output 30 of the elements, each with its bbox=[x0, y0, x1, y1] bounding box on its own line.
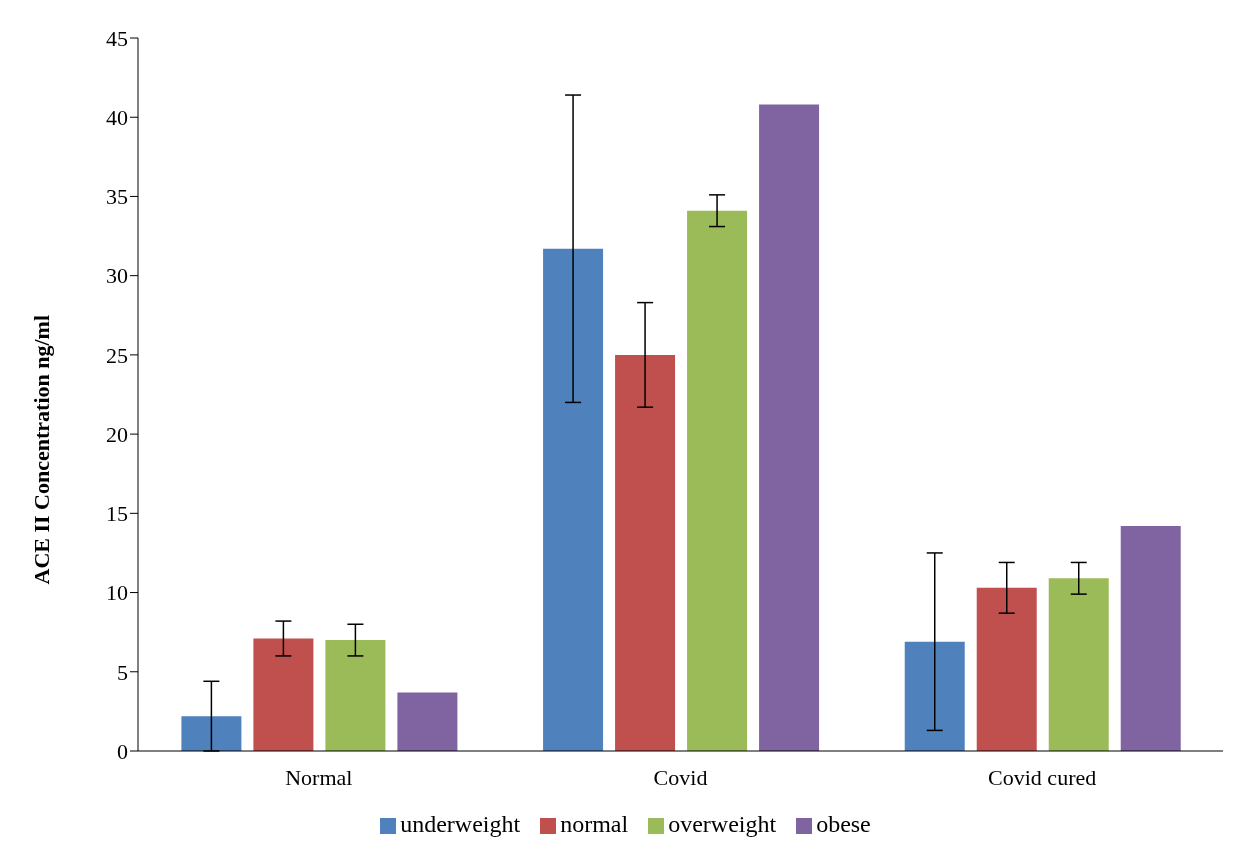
bar bbox=[904, 641, 965, 751]
bar bbox=[615, 354, 676, 751]
y-tick-label: 40 bbox=[106, 105, 128, 131]
bar bbox=[759, 104, 820, 751]
bar bbox=[976, 587, 1037, 751]
bar bbox=[325, 640, 386, 751]
y-tick-label: 10 bbox=[106, 580, 128, 606]
y-tick-label: 45 bbox=[106, 25, 128, 51]
legend-label: obese bbox=[816, 811, 871, 837]
y-tick-label: 0 bbox=[117, 738, 128, 764]
y-axis-title: ACE II Concentration ng/ml bbox=[28, 314, 54, 585]
legend-label: overweight bbox=[668, 811, 777, 837]
y-tick-label: 25 bbox=[106, 342, 128, 368]
bar bbox=[397, 692, 458, 751]
x-tick-label: Covid cured bbox=[988, 764, 1097, 790]
y-tick-label: 5 bbox=[117, 659, 128, 685]
bar bbox=[181, 716, 242, 751]
y-tick-label: 20 bbox=[106, 421, 128, 447]
bar bbox=[253, 638, 314, 751]
y-tick-label: 15 bbox=[106, 501, 128, 527]
x-tick-label: Covid bbox=[653, 764, 708, 790]
y-tick-label: 35 bbox=[106, 184, 128, 210]
x-tick-label: Normal bbox=[285, 764, 353, 790]
bar bbox=[687, 210, 748, 751]
y-tick-label: 30 bbox=[106, 263, 128, 289]
legend-label: underweight bbox=[400, 811, 521, 837]
legend-label: normal bbox=[560, 811, 629, 837]
bar bbox=[1120, 526, 1181, 751]
bar bbox=[543, 248, 604, 751]
bar bbox=[1048, 578, 1109, 751]
